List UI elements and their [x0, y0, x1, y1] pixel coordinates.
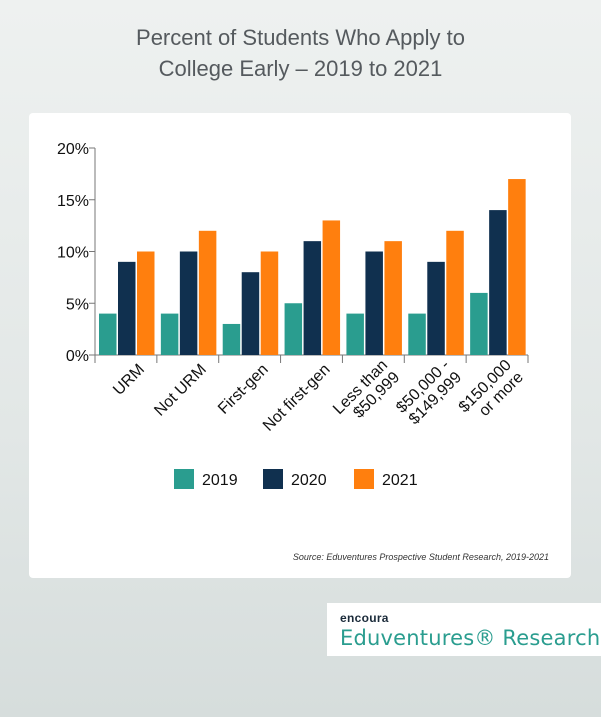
- bar-2020: [303, 241, 322, 355]
- legend-swatch-2021: [354, 469, 374, 489]
- bar-2021: [322, 220, 341, 355]
- y-tick-label: 15%: [57, 193, 89, 210]
- bar-2019: [470, 292, 488, 355]
- y-tick-label: 0%: [66, 348, 89, 365]
- bar-2019: [408, 313, 426, 355]
- x-category-label: Not URM: [151, 361, 210, 420]
- x-category-label-line: Not URM: [151, 361, 210, 420]
- bar-2019: [99, 313, 117, 355]
- bar-2021: [384, 241, 402, 355]
- x-category-label: $50,000 -$149,999: [393, 357, 465, 429]
- bar-2020: [489, 210, 507, 355]
- bar-2020: [241, 272, 260, 355]
- legend-label-2021: 2021: [382, 472, 418, 489]
- bar-2020: [427, 261, 445, 355]
- legend-label-2020: 2020: [291, 472, 327, 489]
- chart-title: Percent of Students Who Apply to College…: [0, 22, 601, 84]
- x-category-label: First-gen: [215, 361, 272, 418]
- bar-2019: [222, 323, 241, 355]
- legend-swatch-2020: [263, 469, 283, 489]
- bar-2019: [346, 313, 364, 355]
- bar-2019: [284, 303, 303, 355]
- eduventures-research-logo: Eduventures® Research: [340, 626, 601, 650]
- x-category-label: Not first-gen: [260, 361, 334, 435]
- bar-2020: [179, 251, 198, 355]
- brand-logo: encoura Eduventures® Research: [327, 603, 601, 656]
- bar-2020: [118, 261, 136, 355]
- bar-2021: [508, 179, 526, 355]
- bar-2020: [365, 251, 383, 355]
- encoura-logo: encoura: [340, 611, 389, 625]
- bar-2021: [446, 230, 464, 355]
- source-note: Source: Eduventures Prospective Student …: [292, 552, 549, 562]
- bar-2021: [260, 251, 279, 355]
- y-tick-label: 10%: [57, 245, 89, 262]
- title-line-2: College Early – 2019 to 2021: [158, 56, 443, 81]
- y-tick-label: 5%: [66, 296, 89, 313]
- legend-swatch-2019: [174, 469, 194, 489]
- legend-label-2019: 2019: [202, 472, 238, 489]
- x-category-label: Less than$50,999: [330, 357, 403, 430]
- x-category-label: $150,000or more: [456, 357, 527, 428]
- bar-2021: [198, 230, 217, 355]
- x-category-label-line: URM: [110, 361, 148, 399]
- title-line-1: Percent of Students Who Apply to: [136, 25, 465, 50]
- bar-2021: [137, 251, 155, 355]
- y-tick-label: 20%: [57, 141, 89, 158]
- chart-card: 0% 5% 10% 15% 20% URM Not URM First-gen Not firs…: [29, 113, 571, 578]
- x-category-label-line: First-gen: [215, 361, 272, 418]
- bar-2019: [160, 313, 179, 355]
- x-category-label: URM: [110, 361, 148, 399]
- x-category-label-line: Not first-gen: [260, 361, 334, 435]
